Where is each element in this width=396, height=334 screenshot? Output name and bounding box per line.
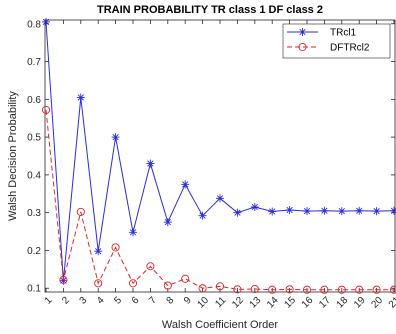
asterisk-marker — [268, 207, 277, 216]
asterisk-marker — [250, 203, 259, 211]
asterisk-marker — [285, 206, 294, 215]
y-tick-label: 0.6 — [27, 95, 41, 106]
asterisk-marker — [146, 159, 155, 168]
circle-marker — [372, 285, 381, 294]
circle-marker — [298, 42, 307, 52]
y-tick-label: 0.8 — [27, 19, 41, 30]
asterisk-marker — [337, 207, 346, 216]
series-trcl1 — [42, 17, 396, 285]
circle-marker — [128, 279, 138, 288]
asterisk-marker — [298, 28, 307, 36]
y-tick-label: 0.1 — [27, 284, 41, 295]
circle-marker — [389, 285, 396, 294]
series-dftrcl2 — [41, 105, 396, 294]
legend-entry-dftrcl2: DFTRcl2 — [287, 43, 370, 54]
x-axis-label: Walsh Coefficient Order — [162, 319, 278, 331]
legend: TRcl1 DFTRcl2 — [282, 23, 391, 59]
circle-marker — [250, 284, 259, 294]
asterisk-marker — [163, 218, 172, 227]
asterisk-marker — [303, 207, 311, 216]
legend-label: DFTRcl2 — [330, 43, 370, 54]
y-tick-label: 0.2 — [27, 246, 41, 257]
asterisk-marker — [198, 211, 207, 220]
asterisk-marker — [42, 17, 50, 26]
y-axis: 0.1 0.2 0.3 0.4 0.5 0.6 0.7 0.8 — [27, 19, 395, 295]
chart-title: TRAIN PROBABILITY TR class 1 DF class 2 — [97, 4, 323, 16]
circle-marker — [302, 285, 312, 294]
y-tick-label: 0.7 — [27, 57, 41, 68]
asterisk-marker — [355, 206, 364, 215]
circle-marker — [198, 284, 207, 293]
series-layer — [41, 17, 396, 294]
asterisk-marker — [372, 207, 381, 216]
y-axis-label: Walsh Decision Probability — [7, 91, 19, 221]
asterisk-marker — [129, 228, 137, 237]
circle-marker — [233, 285, 242, 294]
y-tick-label: 0.5 — [27, 133, 41, 144]
asterisk-marker — [320, 206, 329, 215]
y-tick-label: 0.4 — [27, 170, 41, 181]
asterisk-marker — [181, 180, 190, 189]
asterisk-marker — [216, 194, 224, 203]
circle-marker — [320, 285, 329, 294]
series-line — [45, 109, 394, 291]
circle-marker — [41, 105, 51, 114]
circle-marker — [111, 243, 120, 252]
circle-marker — [181, 274, 190, 283]
asterisk-marker — [94, 247, 103, 256]
legend-entry-trcl1: TRcl1 — [287, 28, 357, 39]
asterisk-marker — [76, 93, 85, 102]
circle-marker — [215, 282, 225, 291]
circle-marker — [94, 279, 103, 288]
circle-marker — [355, 285, 364, 294]
legend-label: TRcl1 — [330, 28, 357, 39]
legend-box — [282, 23, 391, 59]
asterisk-marker — [111, 133, 120, 142]
asterisk-marker — [233, 208, 242, 217]
circle-marker — [76, 207, 85, 216]
circle-marker — [268, 285, 277, 294]
circle-marker — [285, 285, 294, 294]
y-tick-label: 0.3 — [27, 208, 41, 219]
x-tick-label: 21 — [387, 295, 396, 311]
circle-marker — [146, 262, 155, 271]
circle-marker — [163, 281, 172, 290]
circle-marker — [337, 285, 346, 294]
plot-area — [44, 19, 396, 293]
circle-marker — [59, 275, 68, 284]
